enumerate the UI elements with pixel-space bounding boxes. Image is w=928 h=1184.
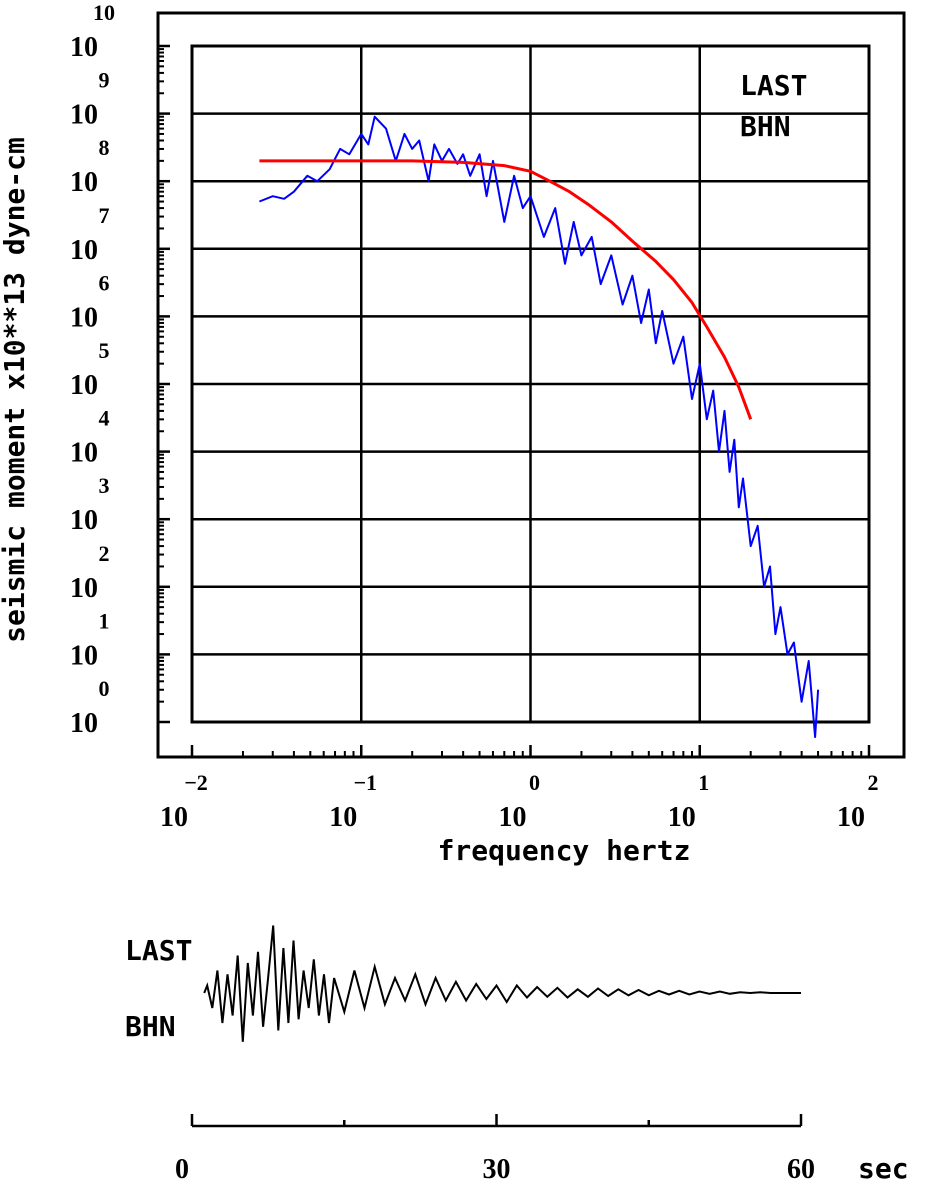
y-tick-base: 10 (70, 370, 98, 401)
y-tick-base: 10 (70, 167, 98, 198)
time-tick-label: 60 (787, 1154, 815, 1184)
x-axis-label: frequency hertz (438, 834, 691, 867)
y-tick-exponent: 10 (93, 0, 115, 25)
seismogram-label-station: LAST (125, 934, 192, 967)
y-tick-base: 10 (70, 573, 98, 604)
time-axis: 0 30 60 (175, 1114, 815, 1184)
x-tick-base: 10 (329, 802, 357, 833)
x-tick-base: 10 (499, 802, 527, 833)
seismogram (203, 925, 801, 1042)
time-tick-label: 0 (175, 1154, 189, 1184)
y-tick-exponent: 5 (99, 338, 110, 363)
time-tick-label: 30 (483, 1154, 511, 1184)
x-tick-exponent: −1 (353, 770, 377, 795)
y-tick-base: 10 (70, 640, 98, 671)
y-tick-exponent: 4 (99, 406, 110, 431)
spectrum-fit-red (259, 159, 753, 420)
spectrum-annotation-station: LAST (740, 69, 807, 102)
y-tick-exponent: 6 (99, 270, 110, 295)
y-tick-base: 10 (70, 32, 98, 63)
x-tick-exponent: 2 (868, 770, 879, 795)
x-tick-exponent: 0 (529, 770, 540, 795)
y-tick-base: 10 (70, 438, 98, 469)
x-tick-exponent: −2 (184, 770, 208, 795)
y-tick-base: 10 (70, 302, 98, 333)
minor-ticks (158, 44, 871, 757)
y-tick-exponent: 2 (99, 541, 110, 566)
y-tick-exponent: 9 (99, 68, 110, 93)
x-tick-base: 10 (160, 802, 188, 833)
y-tick-exponent: 7 (99, 203, 110, 228)
seismogram-label-channel: BHN (125, 1010, 176, 1043)
spectrum-annotation-channel: BHN (740, 110, 791, 143)
spectrum-series (259, 115, 820, 738)
y-tick-exponent: 1 (99, 608, 110, 633)
x-tick-base: 10 (668, 802, 696, 833)
x-tick-base: 10 (837, 802, 865, 833)
y-tick-base: 10 (70, 235, 98, 266)
x-tick-exponent: 1 (698, 770, 709, 795)
spectrum-line-blue (259, 115, 820, 738)
y-tick-exponent: 0 (99, 676, 110, 701)
seismogram-trace (203, 925, 801, 1042)
y-tick-base: 10 (70, 100, 98, 131)
grid-lines (190, 44, 871, 724)
y-tick-base: 10 (70, 505, 98, 536)
time-axis-unit: sec (858, 1152, 909, 1184)
y-tick-exponent: 8 (99, 135, 110, 160)
y-tick-exponent: 3 (99, 473, 110, 498)
y-tick-base: 10 (70, 708, 98, 739)
y-axis-label: seismic moment x10**13 dyne-cm (0, 137, 31, 643)
